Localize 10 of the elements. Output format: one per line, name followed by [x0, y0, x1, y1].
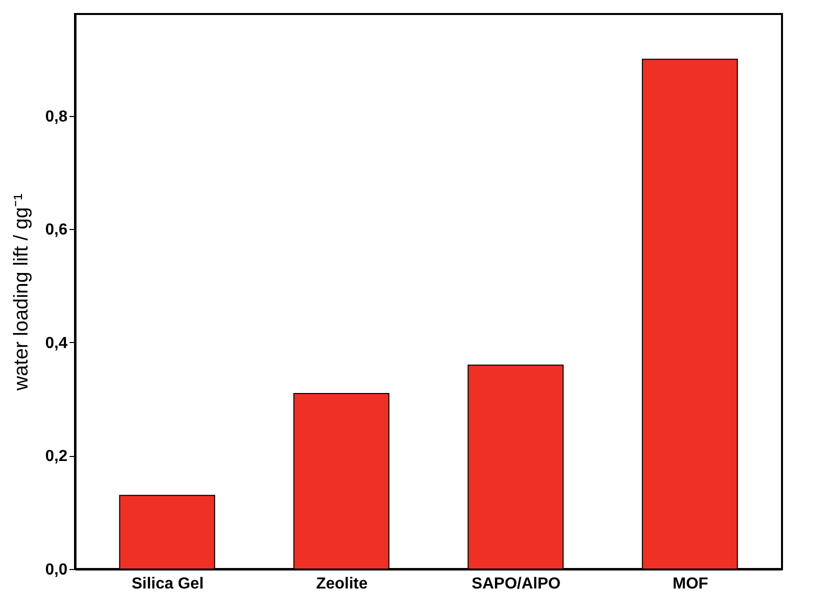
y-tick-label: 0,6 [45, 222, 68, 239]
x-tick-label: SAPO/AlPO [472, 576, 561, 592]
y-tick-label: 0,0 [45, 562, 68, 578]
x-tick-label: Zeolite [316, 576, 368, 592]
y-tick-label: 0,8 [45, 108, 68, 126]
y-axis-title: water loading lift / gg⁻¹ [10, 193, 32, 392]
x-tick-label: MOF [672, 576, 708, 592]
y-tick-label: 0,4 [45, 334, 68, 352]
y-tick-label: 0,2 [45, 448, 68, 466]
x-tick-label: Silica Gel [132, 576, 204, 592]
